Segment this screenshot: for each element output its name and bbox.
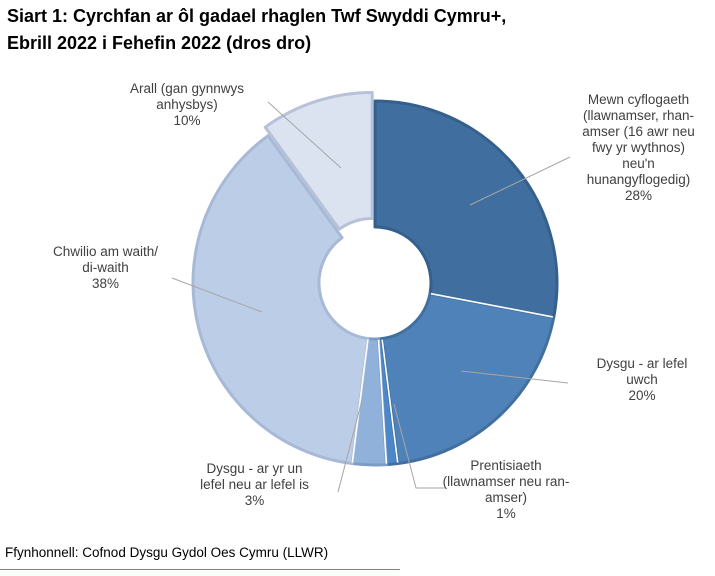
leader-line-prentisiaeth: [393, 403, 445, 489]
callout-line: amser): [484, 490, 527, 505]
callout-line: 20%: [628, 388, 656, 403]
slice-separator: [381, 339, 399, 463]
callout-mewn: Mewn cyflogaeth (llawnamser, rhan-amser (…: [562, 92, 715, 204]
callout-line: 3%: [244, 493, 265, 508]
slice-separator: [430, 292, 553, 318]
pie-slice-dysgu-uwch: [380, 291, 556, 466]
callout-line: Dysgu - ar lefel: [596, 356, 688, 371]
source-note[interactable]: Ffynhonnell: Cofnod Dysgu Gydol Oes Cymr…: [5, 545, 329, 560]
callout-line: lefel neu ar lefel is: [200, 477, 309, 492]
chart-title: Siart 1: Cyrchfan ar ôl gadael rhaglen T…: [7, 3, 506, 57]
callout-line: (llawnamser, rhan-: [582, 108, 695, 123]
callout-line: fwy yr wythnos): [591, 140, 686, 155]
callout-chwilio: Chwilio am waith/di-waith 38%: [28, 244, 183, 292]
callout-prentisiaeth: Prentisiaeth (llawnamser neu ran-amser) 1%: [414, 458, 598, 522]
source-underline: [0, 569, 400, 570]
callout-line: (llawnamser neu ran-: [442, 474, 570, 489]
callout-line: 28%: [624, 188, 653, 203]
callout-line: di-waith: [82, 260, 129, 275]
callout-line: Arall (gan gynnwys: [129, 81, 245, 96]
callout-line: Dysgu - ar yr un: [206, 461, 303, 476]
pie-slice-mewn: [373, 99, 559, 319]
callout-line: hunangyflogedig): [586, 172, 691, 187]
leader-line-dysgu-uwch: [460, 370, 569, 384]
leader-line-arall: [267, 101, 342, 169]
pie-slice-arall: [263, 90, 374, 231]
slice-separator: [377, 339, 388, 464]
chart-title-line2: Ebrill 2022 i Fehefin 2022 (dros dro): [7, 33, 312, 53]
leader-line-dysgu-is: [337, 399, 363, 493]
callout-line: neu'n: [622, 156, 655, 171]
callout-line: 38%: [91, 276, 120, 291]
callout-line: Mewn cyflogaeth: [587, 92, 690, 107]
callout-arall: Arall (gan gynnwys anhysbys) 10%: [98, 81, 276, 129]
pie-slice-chwilio: [191, 134, 370, 466]
callout-line: uwch: [626, 372, 658, 387]
chart-title-line1: Siart 1: Cyrchfan ar ôl gadael rhaglen T…: [7, 6, 507, 26]
callout-line: anhysbys): [156, 97, 218, 112]
callout-line: amser (16 awr neu: [582, 124, 695, 139]
callout-dysgu-uwch: Dysgu - ar lefel uwch 20%: [572, 356, 712, 404]
leader-line-chwilio: [171, 277, 263, 313]
callout-line: Prentisiaeth: [470, 458, 542, 473]
callout-dysgu-is: Dysgu - ar yr un lefel neu ar lefel is 3%: [162, 461, 347, 509]
slice-separator: [351, 339, 369, 463]
callout-line: 10%: [173, 113, 201, 128]
callout-line: Chwilio am waith/: [52, 244, 159, 259]
leader-line-mewn: [469, 156, 571, 206]
callout-line: 1%: [496, 506, 516, 521]
